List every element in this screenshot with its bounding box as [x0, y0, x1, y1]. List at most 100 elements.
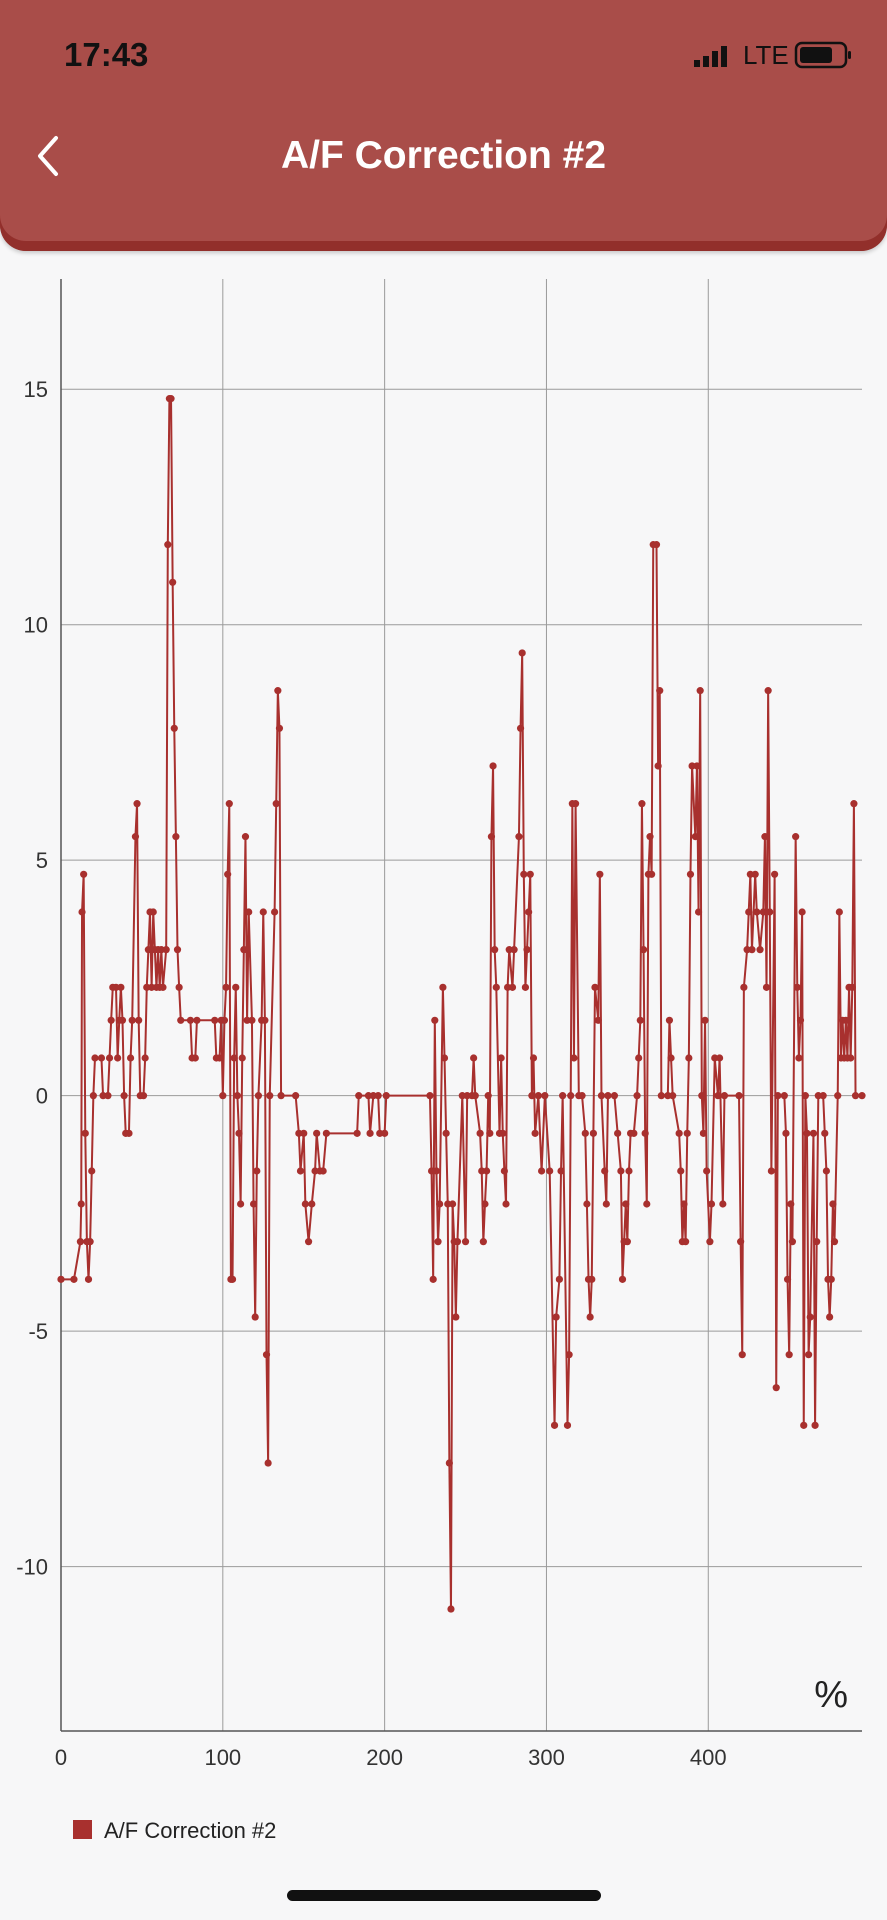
data-point [277, 1092, 285, 1100]
data-point [81, 1129, 89, 1137]
data-point [589, 1129, 597, 1137]
data-point [169, 578, 177, 586]
data-point [274, 687, 282, 695]
data-point [170, 724, 178, 732]
data-point [821, 1129, 829, 1137]
data-point [374, 1092, 382, 1100]
x-tick-label: 0 [55, 1745, 67, 1770]
data-point [432, 1167, 441, 1175]
data-point [803, 1129, 811, 1137]
data-point [618, 1275, 627, 1283]
data-point [222, 983, 230, 991]
data-point [780, 1092, 788, 1100]
screen-title: A/F Correction #2 [280, 134, 607, 177]
data-point [583, 1200, 591, 1208]
data-point [581, 1129, 589, 1137]
data-point [528, 1092, 536, 1100]
data-point [118, 1016, 127, 1024]
data-point [680, 1200, 688, 1208]
data-point [641, 1129, 649, 1137]
unit-label: % [814, 1674, 848, 1716]
data-point [694, 908, 703, 916]
data-point [487, 833, 496, 841]
data-point [847, 1054, 855, 1062]
data-point [693, 762, 701, 770]
data-point [366, 1129, 374, 1137]
data-point [275, 724, 284, 732]
data-point [601, 1167, 609, 1175]
data-point [264, 1459, 272, 1467]
data-point [172, 833, 180, 841]
data-point [84, 1275, 93, 1283]
legend-label: A/F Correction #2 [104, 1818, 276, 1843]
data-point [851, 1092, 860, 1100]
data-point [322, 1129, 330, 1137]
data-point [191, 1054, 199, 1062]
data-point [638, 800, 646, 808]
data-point [497, 1054, 505, 1062]
data-point [783, 1275, 792, 1283]
data-point [767, 1167, 775, 1175]
data-point [538, 1167, 546, 1175]
data-point [701, 1016, 709, 1024]
data-point [858, 1092, 866, 1100]
data-point [240, 946, 248, 954]
data-point [665, 1016, 674, 1024]
data-point [266, 1092, 274, 1100]
data-point [806, 1313, 814, 1321]
data-point [77, 1200, 85, 1208]
home-indicator [287, 1890, 601, 1901]
data-point [594, 1016, 602, 1024]
data-point [675, 1129, 683, 1137]
data-point [105, 1054, 114, 1062]
data-point [604, 1092, 612, 1100]
legend-swatch [73, 1820, 92, 1839]
data-point [296, 1167, 305, 1175]
data-point [699, 1129, 708, 1137]
data-point [555, 1275, 564, 1283]
data-point [591, 983, 599, 991]
data-point [793, 983, 801, 991]
data-point [262, 1351, 271, 1359]
data-point [484, 1092, 492, 1100]
data-point [313, 1129, 321, 1137]
data-point [602, 1200, 610, 1208]
data-point [774, 1092, 782, 1100]
data-point [78, 908, 86, 916]
y-tick-label: -5 [28, 1319, 48, 1344]
data-point [796, 1016, 805, 1024]
data-point [308, 1200, 316, 1208]
data-point [139, 1092, 148, 1100]
data-point [557, 1167, 565, 1175]
data-point [319, 1167, 327, 1175]
data-point [211, 1016, 219, 1024]
data-point [107, 1016, 115, 1024]
data-point [737, 1238, 745, 1246]
data-point [80, 870, 88, 878]
data-point [714, 1092, 722, 1100]
data-point [215, 1054, 224, 1062]
data-point [526, 870, 534, 878]
data-point [842, 1016, 850, 1024]
data-point [677, 1167, 685, 1175]
data-point [232, 983, 240, 991]
data-point [120, 1092, 128, 1100]
data-point [735, 1092, 743, 1100]
back-button[interactable] [32, 134, 66, 180]
data-point [550, 1421, 559, 1429]
data-point [623, 1238, 631, 1246]
data-point [445, 1459, 453, 1467]
data-point [447, 1605, 455, 1613]
data-point [686, 870, 695, 878]
data-point [237, 1200, 245, 1208]
data-point [225, 800, 233, 808]
data-point [740, 983, 748, 991]
data-point [125, 1129, 133, 1137]
data-point [489, 762, 497, 770]
data-point [249, 1200, 258, 1208]
data-point [144, 946, 152, 954]
data-point [141, 1054, 149, 1062]
data-point [813, 1238, 821, 1246]
data-point [164, 541, 172, 549]
y-tick-label: 15 [24, 377, 48, 402]
